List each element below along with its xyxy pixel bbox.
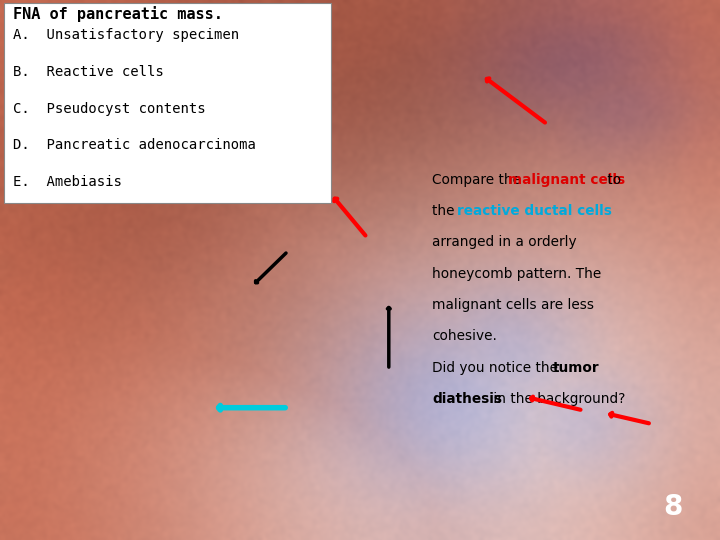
Text: malignant cells are less: malignant cells are less [432,298,594,312]
Text: to: to [603,173,621,187]
Text: honeycomb pattern. The: honeycomb pattern. The [432,267,601,281]
Text: tumor: tumor [552,361,599,375]
Text: arranged in a orderly: arranged in a orderly [432,235,577,249]
Text: FNA of pancreatic mass.: FNA of pancreatic mass. [13,6,222,23]
Text: in the background?: in the background? [489,392,626,406]
Text: cohesive.: cohesive. [432,329,497,343]
Text: Did you notice the: Did you notice the [432,361,562,375]
Text: E.  Amebiasis: E. Amebiasis [13,175,122,189]
Text: diathesis: diathesis [432,392,502,406]
Text: Compare the: Compare the [432,173,526,187]
Bar [4,3,331,202]
Text: B.  Reactive cells: B. Reactive cells [13,65,163,79]
Text: reactive ductal cells: reactive ductal cells [457,204,612,218]
Text: C.  Pseudocyst contents: C. Pseudocyst contents [13,102,206,116]
Text: malignant cells: malignant cells [508,173,625,187]
Text: D.  Pancreatic adenocarcinoma: D. Pancreatic adenocarcinoma [13,138,256,152]
Text: A.  Unsatisfactory specimen: A. Unsatisfactory specimen [13,28,239,42]
Text: the: the [432,204,459,218]
Text: 8: 8 [664,493,683,521]
